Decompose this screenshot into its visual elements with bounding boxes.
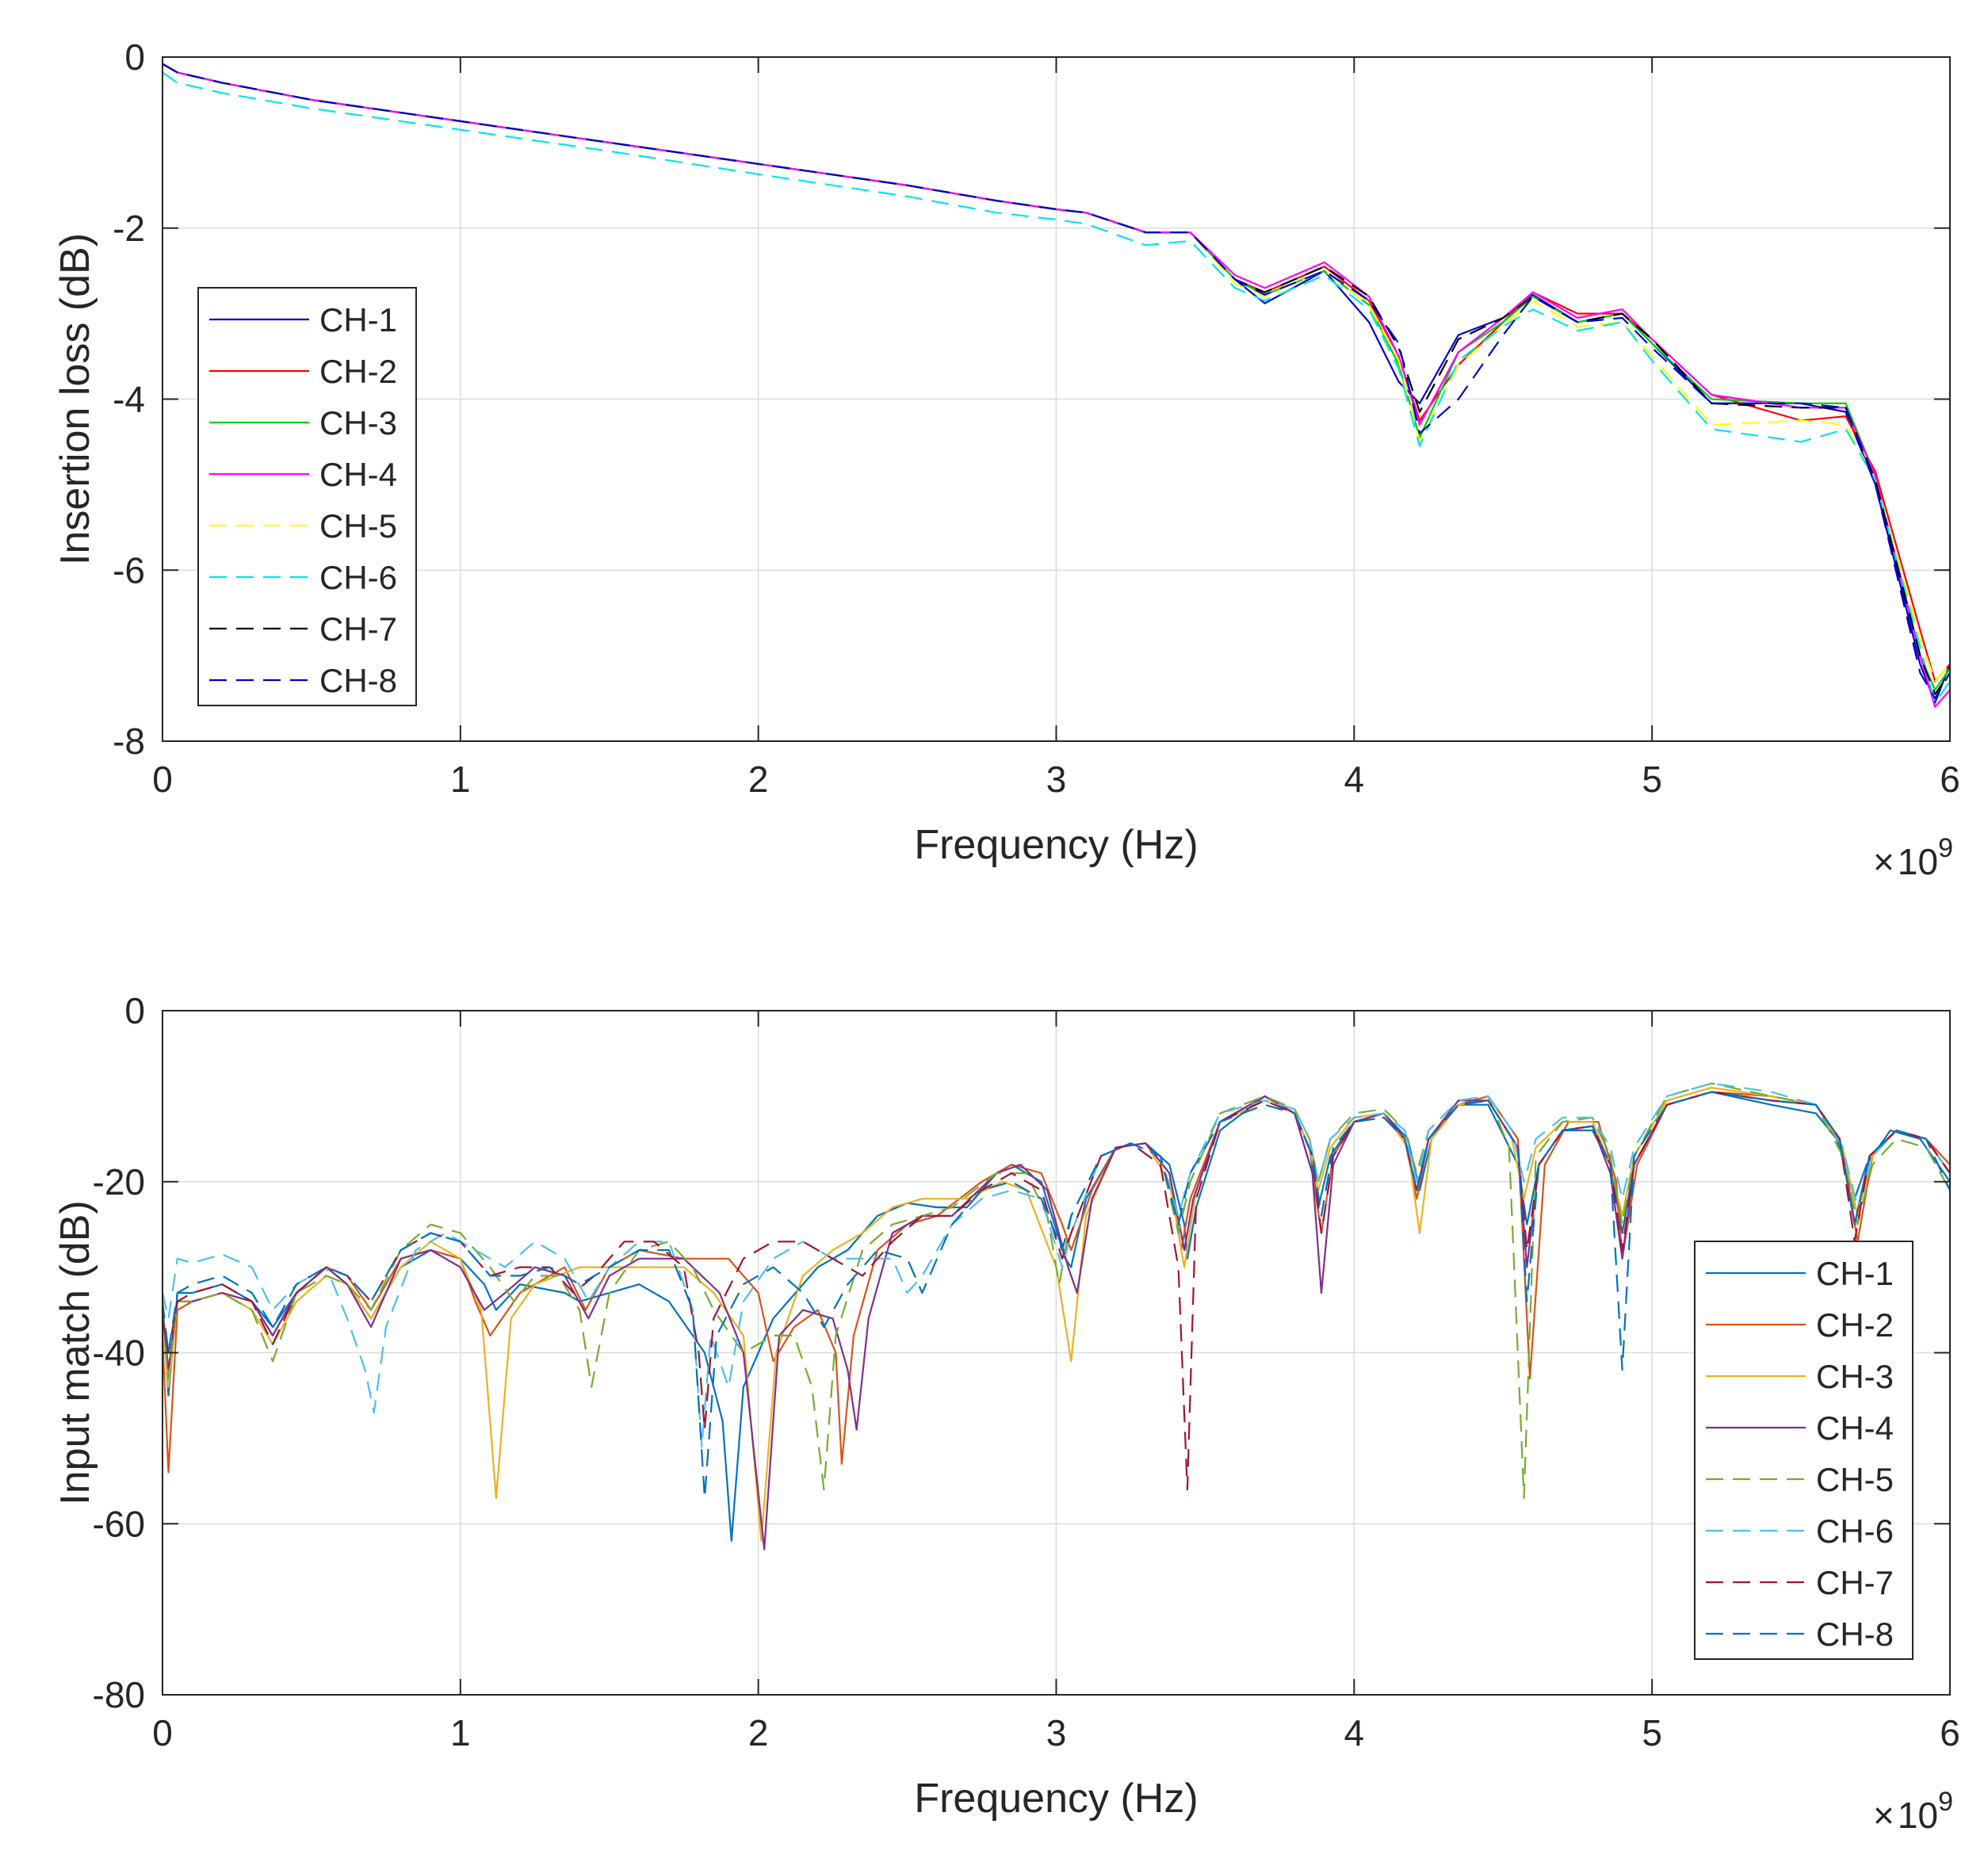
scale-exponent: 9 <box>1938 1787 1953 1817</box>
legend-label: CH-6 <box>1816 1512 1894 1550</box>
series-line-ch-6 <box>162 1082 1950 1448</box>
legend-box <box>197 287 417 706</box>
x-tick-label: 0 <box>152 759 173 800</box>
y-tick-label: 0 <box>124 36 145 78</box>
legend-label: CH-2 <box>1816 1306 1894 1344</box>
legend-label: CH-7 <box>1816 1564 1894 1601</box>
x-tick-label: 4 <box>1344 1712 1365 1753</box>
scale-times: × <box>1873 1795 1894 1836</box>
legend-label: CH-2 <box>319 353 397 390</box>
series-line-ch-4 <box>162 1091 1950 1551</box>
legend-label: CH-8 <box>1816 1616 1894 1653</box>
series-line-ch-2 <box>162 1091 1950 1474</box>
x-tick-label: 6 <box>1940 759 1960 800</box>
x-tick-label: 3 <box>1046 759 1067 800</box>
ticks: 0 1 2 3 4 5 6 0 -20 -40 -60 -80 <box>93 990 1960 1753</box>
x-tick-label: 0 <box>152 1712 173 1753</box>
series-line-ch-4 <box>162 63 1950 708</box>
legend-label: CH-6 <box>319 559 397 596</box>
x-tick-label: 5 <box>1642 759 1662 800</box>
legend-label: CH-3 <box>319 404 397 442</box>
legend-label: CH-3 <box>1816 1358 1894 1395</box>
x-tick-label: 6 <box>1940 1712 1960 1753</box>
legend-label: CH-4 <box>1816 1409 1894 1447</box>
x-tick-label: 1 <box>450 759 471 800</box>
x-tick-label: 4 <box>1344 759 1365 800</box>
scale-times: × <box>1873 841 1894 882</box>
x-scale-exponent-label: ×109 <box>1873 1787 1953 1836</box>
legend: CH-1 CH-2 CH-3 CH-4 CH-5 CH-6 CH-7 CH-8 <box>1694 1241 1913 1660</box>
y-tick-label: -80 <box>93 1674 145 1715</box>
y-axis-title: Insertion loss (dB) <box>52 233 98 565</box>
x-tick-label: 3 <box>1046 1712 1067 1753</box>
legend-label: CH-4 <box>319 456 397 493</box>
y-tick-label: 0 <box>124 990 145 1031</box>
legend: CH-1 CH-2 CH-3 CH-4 CH-5 CH-6 CH-7 CH-8 <box>197 287 417 706</box>
x-axis-title: Frequency (Hz) <box>914 1776 1198 1822</box>
series-line-ch-7 <box>162 1091 1950 1491</box>
y-tick-label: -6 <box>113 549 145 591</box>
y-tick-label: -2 <box>113 208 145 249</box>
series-group <box>162 63 1950 708</box>
legend-label: CH-1 <box>1816 1255 1894 1292</box>
series-group <box>162 1082 1950 1551</box>
legend-label: CH-5 <box>1816 1461 1894 1498</box>
y-tick-label: -8 <box>113 721 145 762</box>
y-tick-label: -60 <box>93 1503 145 1544</box>
x-tick-label: 5 <box>1642 1712 1662 1753</box>
y-tick-label: -20 <box>93 1161 145 1203</box>
legend-label: CH-5 <box>319 507 397 545</box>
y-tick-label: -4 <box>113 379 145 420</box>
x-tick-label: 1 <box>450 1712 471 1753</box>
scale-exponent: 9 <box>1938 833 1953 863</box>
legend-label: CH-8 <box>319 662 397 699</box>
ticks: 0 1 2 3 4 5 6 0 -2 -4 -6 -8 <box>113 36 1960 800</box>
series-line-ch-8 <box>162 1091 1950 1499</box>
x-tick-label: 2 <box>748 1712 769 1753</box>
series-line-ch-5 <box>162 1082 1950 1499</box>
scale-base: 10 <box>1898 841 1938 882</box>
y-axis-title: Input match (dB) <box>52 1200 98 1505</box>
x-axis-title: Frequency (Hz) <box>914 822 1198 868</box>
scale-base: 10 <box>1898 1795 1938 1836</box>
legend-label: CH-1 <box>319 301 397 338</box>
x-tick-label: 2 <box>748 759 769 800</box>
insertion-loss-chart: 0 1 2 3 4 5 6 0 -2 -4 -6 -8 Frequency (Hz) Insertion … <box>52 36 1960 882</box>
input-match-chart: 0 1 2 3 4 5 6 0 -20 -40 -60 -80 Frequency (Hz) Input … <box>52 990 1960 1836</box>
legend-box <box>1694 1241 1913 1660</box>
y-tick-label: -40 <box>93 1333 145 1374</box>
x-scale-exponent-label: ×109 <box>1873 833 1953 882</box>
legend-label: CH-7 <box>319 610 397 648</box>
